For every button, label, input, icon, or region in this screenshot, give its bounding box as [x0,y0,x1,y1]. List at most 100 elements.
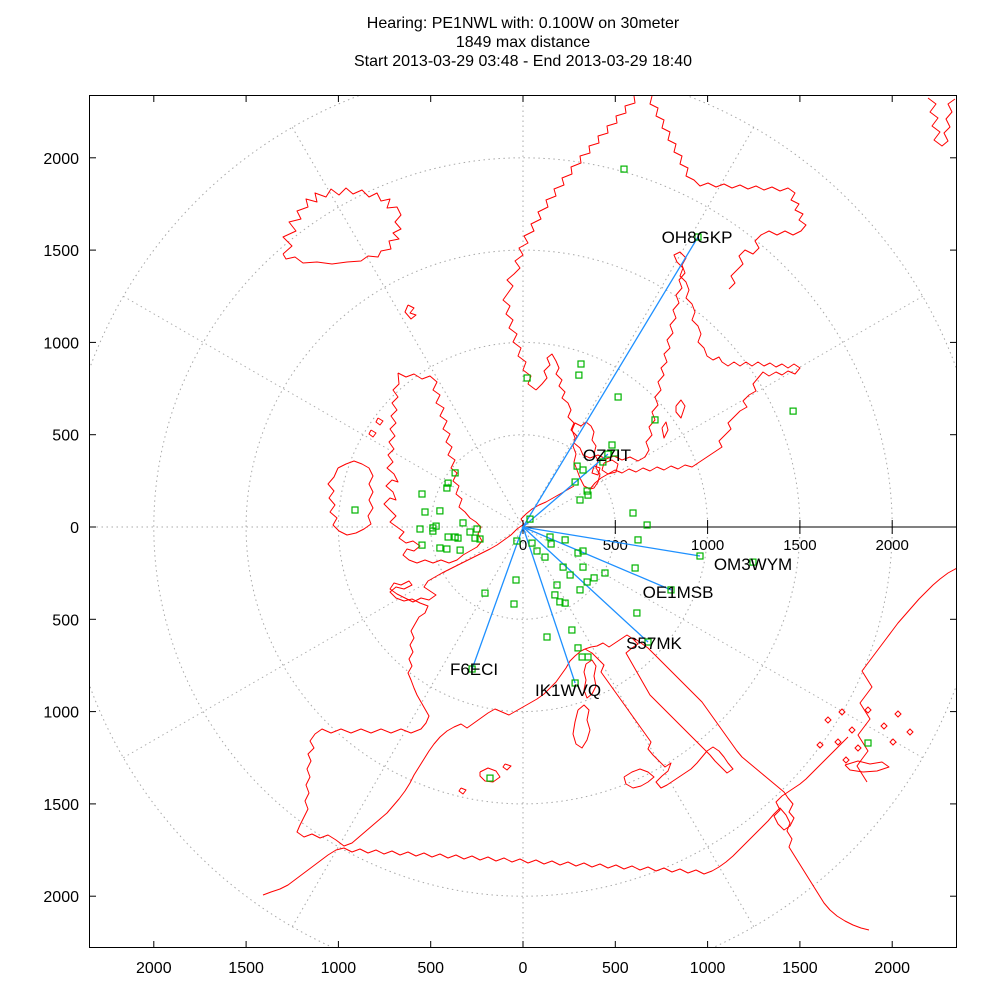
island-marker [894,710,902,718]
spot-marker [574,549,582,557]
grid-radial-120deg [522,526,924,759]
spot-marker [547,540,555,548]
spot-marker [590,574,598,582]
axis-layer: 0 500 1000 1500 2000 [519,520,957,554]
coastline-norway_north_kola [649,95,807,290]
spot-marker [429,527,437,535]
spot-marker [481,589,489,597]
spot-marker [601,569,609,577]
spot-marker [443,484,451,492]
spot-marker [749,558,757,566]
coastline-hebrides2 [368,429,377,438]
spot-marker [576,586,584,594]
spot-marker [579,547,587,555]
spot-marker [864,739,872,747]
coastline-funen [591,465,601,476]
x-tick-label: 500 [417,960,444,977]
coastline-arctic_corner [927,97,956,147]
grid-radial-30deg [522,126,755,528]
spot-marker [471,534,479,542]
island-marker [848,726,856,734]
spot-marker [418,490,426,498]
inner-axis-tick-label: 2000 [876,537,909,554]
path-to-OZ7IT [522,453,609,528]
spot-marker [551,591,559,599]
spot-marker [523,374,531,382]
x-tick-label: 1000 [690,960,726,977]
spot-marker [543,633,551,641]
spot-marker [583,487,591,495]
island-marker [889,738,897,746]
path-to-OE1MSB [522,526,672,591]
station-spot-OE1MSB [667,586,675,594]
grid-radial-300deg [122,295,524,528]
coastline-balkan_greece [633,637,849,831]
spot-marker [578,653,586,661]
coastline-iceland [282,187,402,265]
spot-marker [476,535,484,543]
coastline-menorca [502,763,512,771]
coastline-britain [383,372,483,564]
island-marker [824,716,832,724]
spot-marker [459,519,467,527]
plot-title-line2: 1849 max distance [455,34,591,51]
spot-marker [634,536,642,544]
spot-marker [608,441,616,449]
spot-marker [633,609,641,617]
spot-marker [629,509,637,517]
spot-marker [566,571,574,579]
coastline-oland [661,421,669,439]
spot-marker [512,576,520,584]
x-tick-label: 1500 [228,960,264,977]
spot-marker [571,478,579,486]
y-tick-label: 500 [52,428,79,445]
spot-marker [443,545,451,553]
plot-title-line3: Start 2013-03-29 03:48 - End 2013-03-29 … [353,53,693,70]
x-tick-label: 500 [602,960,629,977]
spot-marker [651,416,659,424]
spot-marker [444,479,452,487]
map-layer [262,95,957,931]
plot-title-block: Hearing: PE1NWL with: 0.100W on 30meter … [89,14,957,71]
grid-radial-330deg [291,126,524,528]
spot-marker [574,644,582,652]
coastline-italy [584,634,734,789]
island-marker [864,706,872,714]
spot-marker [486,774,494,782]
spot-marker [436,544,444,552]
station-label-OH8GKP: OH8GKP [662,228,733,247]
spot-marker [526,515,534,523]
island-marker [816,741,824,749]
coastline-crete [844,760,890,773]
spot-marker [573,462,581,470]
spot-marker [584,653,592,661]
spot-marker [631,564,639,572]
station-spot-F6ECI [468,665,476,673]
coastline-turkey_west [856,567,957,783]
grid-radial-60deg [522,295,924,528]
coastline-mallorca [479,767,501,783]
station-label-OM3WYM: OM3WYM [714,555,792,574]
grid-radial-150deg [522,526,755,928]
spot-marker [513,537,521,545]
spot-marker [611,449,619,457]
spot-marker [789,407,797,415]
spot-marker [579,563,587,571]
station-label-IK1WVQ: IK1WVQ [535,681,601,700]
spot-marker [546,533,554,541]
spot-marker [584,491,592,499]
path-to-OM3WYM [522,526,701,557]
y-tick-label: 500 [52,612,79,629]
station-label-S57MK: S57MK [626,634,682,653]
y-tick-label: 1500 [43,243,79,260]
y-tick-label: 0 [70,520,79,537]
inner-axis-tick-label: 0 [519,537,527,554]
coastline-norway_west [502,95,636,391]
spot-marker [510,600,518,608]
station-spot-S57MK [644,638,652,646]
coastline-sardinia [572,704,591,749]
spot-marker [444,533,452,541]
island-marker [834,738,842,746]
